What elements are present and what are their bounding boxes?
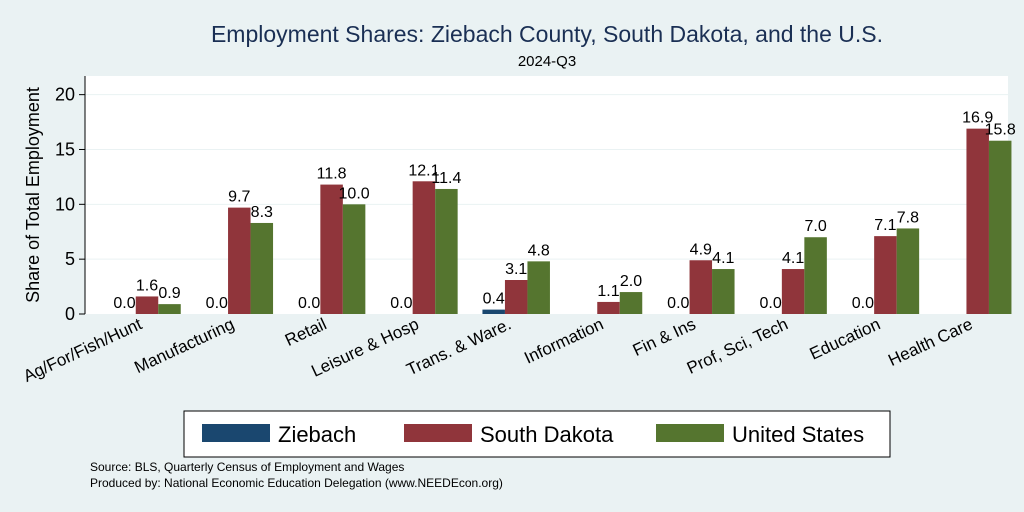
data-label: 1.6 [136,277,158,294]
x-tick-label: Information [521,314,606,367]
data-label: 0.9 [158,285,180,302]
data-label: 4.1 [782,250,804,267]
bar [781,269,805,314]
bar [482,309,505,314]
bar [896,228,920,314]
data-label: 7.0 [804,218,826,235]
bar [689,260,713,314]
data-labels: 0.01.6 0.90.09.78.30.011.810.00.012.111.4… [113,110,1015,312]
x-tick-label: Ag/For/Fish/Hunt [20,314,145,386]
data-label: 0.0 [759,295,781,312]
bar [320,184,343,314]
source-note: Source: BLS, Quarterly Census of Employm… [90,460,404,474]
data-label: 4.8 [528,242,550,259]
bar [412,181,436,314]
chart-subtitle: 2024-Q3 [518,53,576,70]
y-tick-label: 0 [65,304,75,324]
bar [804,237,827,314]
y-tick-label: 5 [65,249,75,269]
data-label: 7.1 [874,217,896,234]
data-label: 0.4 [483,291,505,308]
bar [712,269,735,314]
data-label: 2.0 [620,273,642,290]
bar [874,236,897,314]
legend-label: Ziebach [278,422,356,447]
data-label: 16.9 [962,110,993,127]
bar [435,188,458,314]
bar [966,128,989,314]
x-tick-label: Education [807,314,884,363]
bar [619,292,643,314]
produced-by-note: Produced by: National Economic Education… [90,476,503,490]
y-tick-label: 20 [55,85,75,105]
legend-swatch [202,424,270,442]
y-tick-label: 15 [55,139,75,159]
bar [988,140,1012,314]
x-tick-label: Fin & Ins [630,314,699,360]
data-label: 7.8 [897,209,919,226]
data-label: 3.1 [505,261,527,278]
x-tick-label: Retail [282,314,329,350]
data-label: 10.0 [339,185,370,202]
y-tick-label: 10 [55,194,75,214]
bar [504,280,528,314]
bar [135,296,159,314]
legend-box [183,410,891,458]
legend-swatch [656,424,724,442]
bar [527,261,550,314]
legend-label: South Dakota [480,422,614,447]
x-tick-label: Health Care [885,314,975,370]
y-axis: 0 5 10 15 20 [55,76,86,324]
data-label: 0.0 [113,295,135,312]
bar [228,207,251,314]
bar [342,204,366,314]
x-tick-label: Manufacturing [131,314,237,377]
data-label: 8.3 [251,204,273,221]
data-label: 4.1 [712,250,734,267]
legend: Ziebach South Dakota United States [183,410,891,458]
data-label: 11.4 [431,170,461,187]
data-label: 0.0 [298,295,320,312]
y-axis-label: Share of Total Employment [23,87,43,303]
bar [158,304,181,314]
data-label: 4.9 [690,241,712,258]
data-label: 0.0 [206,295,228,312]
data-label: 0.0 [852,295,874,312]
x-tick-label: Trans. & Ware. [404,314,514,379]
bar [597,301,620,314]
legend-swatch [404,424,472,442]
legend-label: United States [732,422,864,447]
bars [135,128,1012,314]
data-label: 12.1 [408,162,439,179]
data-label: 0.0 [667,295,689,312]
data-label: 0.0 [390,295,412,312]
chart-title: Employment Shares: Ziebach County, South… [211,21,883,47]
data-label: 9.7 [228,189,250,206]
bar [250,222,274,314]
data-label: 1.1 [597,283,619,300]
data-label: 15.8 [985,122,1016,139]
x-tick-label: Prof, Sci, Tech [684,314,791,377]
data-label: 11.8 [317,166,347,183]
